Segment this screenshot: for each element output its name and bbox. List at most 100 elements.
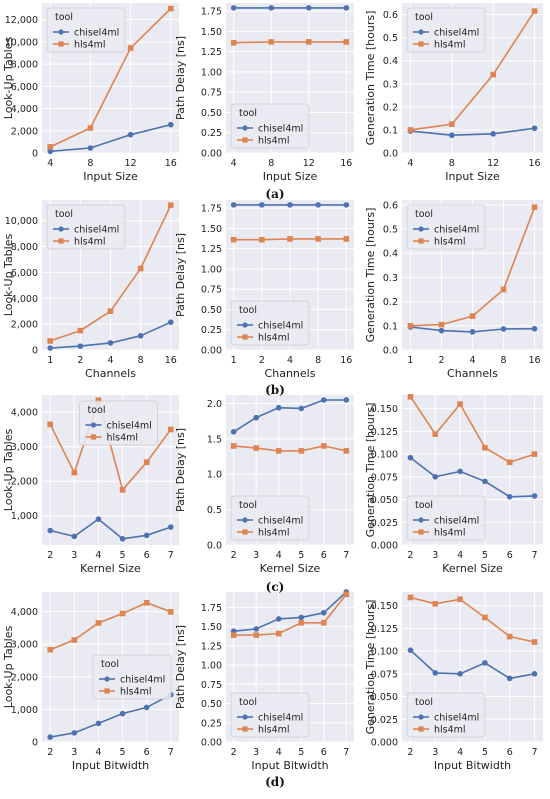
legend-label: hls4ml xyxy=(258,725,290,736)
point-chisel4ml xyxy=(230,202,237,208)
point-hls4ml xyxy=(343,236,350,242)
y-tick-label: 0.150 xyxy=(371,404,398,415)
y-tick-label: 1.5 xyxy=(207,434,222,445)
point-chisel4ml xyxy=(287,202,293,208)
point-chisel4ml xyxy=(343,202,350,208)
x-axis-label: Input Bitwidth xyxy=(434,759,511,772)
point-hls4ml xyxy=(230,236,237,243)
point-chisel4ml xyxy=(449,132,455,139)
legend-swatch-marker xyxy=(418,238,424,244)
legend-label: chisel4ml xyxy=(74,225,119,236)
x-tick-label: 2 xyxy=(407,550,413,561)
legend-label: chisel4ml xyxy=(74,28,119,39)
row-label-b: (b) xyxy=(265,383,285,397)
point-chisel4ml xyxy=(107,340,114,346)
y-tick-label: 0.025 xyxy=(371,518,398,529)
x-tick-label: 4 xyxy=(276,747,282,758)
x-tick-label: 8 xyxy=(500,355,506,366)
chart-a1: 0 2,000 4,000 6,000 8,000 10,000 12,000 4 8 12 16 I… xyxy=(2,3,179,183)
x-axis-label: Kernel Size xyxy=(442,562,503,575)
y-axis-label: Look-Up Tables xyxy=(2,37,15,120)
x-tick-label: 5 xyxy=(120,747,126,758)
x-axis-label: Channels xyxy=(265,367,316,380)
y-tick-label: 0.100 xyxy=(371,647,398,658)
legend-title: tool xyxy=(55,12,73,23)
point-hls4ml xyxy=(449,121,455,127)
legend-swatch-marker xyxy=(418,226,424,232)
point-chisel4ml xyxy=(259,202,265,208)
point-chisel4ml xyxy=(77,343,84,349)
point-hls4ml xyxy=(457,596,463,603)
x-tick-label: 6 xyxy=(144,550,150,561)
chart-c2: 0.0 0.5 1.0 1.5 2.0 2 3 4 5 6 7 Kernel Size Path Del… xyxy=(174,395,354,575)
legend-swatch-marker xyxy=(58,238,64,244)
x-tick-label: 3 xyxy=(253,747,259,758)
y-axis-label: Look-Up Tables xyxy=(2,429,15,512)
point-hls4ml xyxy=(143,599,150,606)
y-tick-label: 8,000 xyxy=(11,60,38,71)
legend-box xyxy=(406,7,486,53)
y-tick-label: 2,000 xyxy=(11,672,38,683)
y-tick-label: 10,000 xyxy=(5,216,38,227)
point-hls4ml xyxy=(438,321,445,328)
y-axis-label: Generation Time [hours] xyxy=(364,208,377,343)
y-tick-label: 0.00 xyxy=(201,149,222,160)
point-hls4ml xyxy=(95,620,102,626)
y-axis-label: Generation Time [hours] xyxy=(364,11,377,146)
y-tick-label: 0.0 xyxy=(383,149,398,160)
point-chisel4ml xyxy=(457,671,463,677)
legend-label: hls4ml xyxy=(258,333,290,344)
y-tick-label: 0.150 xyxy=(371,601,398,612)
y-tick-label: 0.100 xyxy=(371,450,398,461)
legend-label: chisel4ml xyxy=(258,321,303,332)
series-line-chisel4ml xyxy=(50,518,172,540)
x-tick-label: 4 xyxy=(407,158,413,169)
y-tick-label: 0.3 xyxy=(383,79,398,90)
x-tick-label: 7 xyxy=(168,747,174,758)
legend-box xyxy=(92,654,172,700)
y-tick-label: 0.25 xyxy=(201,718,222,729)
x-tick-label: 3 xyxy=(432,747,438,758)
point-hls4ml xyxy=(107,308,114,315)
legend-swatch-marker xyxy=(242,334,248,340)
point-hls4ml xyxy=(47,646,54,653)
point-hls4ml xyxy=(143,459,150,466)
x-tick-label: 3 xyxy=(71,550,77,561)
legend-title: tool xyxy=(55,209,73,220)
y-tick-label: 0.5 xyxy=(383,225,398,236)
legend-label: chisel4ml xyxy=(120,675,165,686)
point-hls4ml xyxy=(407,323,414,329)
x-tick-label: 7 xyxy=(532,747,538,758)
point-hls4ml xyxy=(275,630,282,637)
point-hls4ml xyxy=(137,265,144,272)
point-hls4ml xyxy=(275,448,282,454)
point-hls4ml xyxy=(47,421,54,428)
y-tick-label: 1.00 xyxy=(201,67,222,78)
y-tick-label: 2.0 xyxy=(207,399,222,410)
chart-a3: 0.0 0.1 0.2 0.3 0.4 0.5 0.6 4 8 12 16 Input Size Gen… xyxy=(364,3,543,183)
point-hls4ml xyxy=(531,204,538,211)
point-chisel4ml xyxy=(95,720,102,727)
chart-b1: 0 2,000 4,000 6,000 8,000 10,000 1 2 4 8 16 Channel… xyxy=(2,200,179,380)
point-hls4ml xyxy=(343,448,350,454)
y-tick-label: 1.50 xyxy=(201,224,222,235)
y-tick-label: 0 xyxy=(32,149,38,160)
legend-title: tool xyxy=(239,108,257,119)
y-tick-label: 3,000 xyxy=(11,640,38,651)
point-hls4ml xyxy=(482,444,488,451)
legend-swatch-marker xyxy=(58,226,64,232)
legend-title: tool xyxy=(88,405,106,416)
point-chisel4ml xyxy=(275,616,282,622)
point-chisel4ml xyxy=(253,626,260,632)
x-axis-label: Input Bitwidth xyxy=(251,759,328,772)
legend-swatch-marker xyxy=(242,726,248,732)
legend-swatch-marker xyxy=(418,726,424,732)
point-chisel4ml xyxy=(230,428,237,435)
point-hls4ml xyxy=(71,637,78,643)
point-hls4ml xyxy=(490,71,496,78)
point-chisel4ml xyxy=(47,734,54,740)
y-tick-label: 0.1 xyxy=(383,321,398,332)
point-chisel4ml xyxy=(531,125,538,132)
